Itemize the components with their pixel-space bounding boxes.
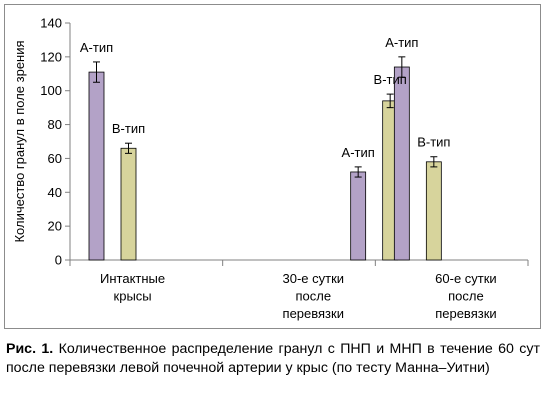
y-axis-title: Количество гранул в поле зрения bbox=[12, 40, 27, 242]
bar-b-type bbox=[425, 161, 442, 261]
y-tick-label: 140 bbox=[40, 16, 62, 31]
category-label: 30-е сутки bbox=[282, 271, 344, 286]
labels: 0 20 40 60 80 100 120 140 Количество гранул в по… bbox=[12, 16, 497, 322]
data-label: А-тип bbox=[342, 145, 375, 160]
category-label: перевязки bbox=[283, 306, 344, 321]
data-label: В-тип bbox=[112, 121, 145, 136]
y-tick-label: 120 bbox=[40, 49, 62, 64]
figure-caption: Рис. 1. Количественное распределение гра… bbox=[6, 340, 540, 378]
category-label: крысы bbox=[114, 289, 152, 304]
category-label: Интактные bbox=[100, 271, 165, 286]
data-label: В-тип bbox=[374, 72, 407, 87]
data-label: В-тип bbox=[417, 135, 450, 150]
bars bbox=[88, 56, 442, 261]
bar-a-type bbox=[393, 66, 410, 261]
data-label: А-тип bbox=[80, 40, 113, 55]
data-label: А-тип bbox=[385, 35, 418, 50]
category-label: после bbox=[295, 289, 331, 304]
y-tick-label: 20 bbox=[48, 219, 62, 234]
caption-label: Рис. 1. bbox=[6, 341, 54, 357]
y-tick-label: 0 bbox=[55, 253, 62, 268]
category-label: перевязки bbox=[435, 306, 496, 321]
caption-text: Количественное распределение гранул с ПН… bbox=[6, 341, 540, 376]
y-tick-label: 100 bbox=[40, 83, 62, 98]
y-tick-label: 60 bbox=[48, 151, 62, 166]
bar-chart: 0 20 40 60 80 100 120 140 Количество гранул в по… bbox=[12, 16, 529, 322]
category-label: после bbox=[448, 289, 484, 304]
bar-b-type bbox=[120, 147, 137, 261]
axes bbox=[65, 22, 529, 266]
bar-a-type bbox=[350, 171, 367, 261]
y-tick-label: 40 bbox=[48, 185, 62, 200]
bar-a-type bbox=[88, 71, 105, 261]
y-tick-label: 80 bbox=[48, 117, 62, 132]
category-label: 60-е сутки bbox=[435, 271, 497, 286]
